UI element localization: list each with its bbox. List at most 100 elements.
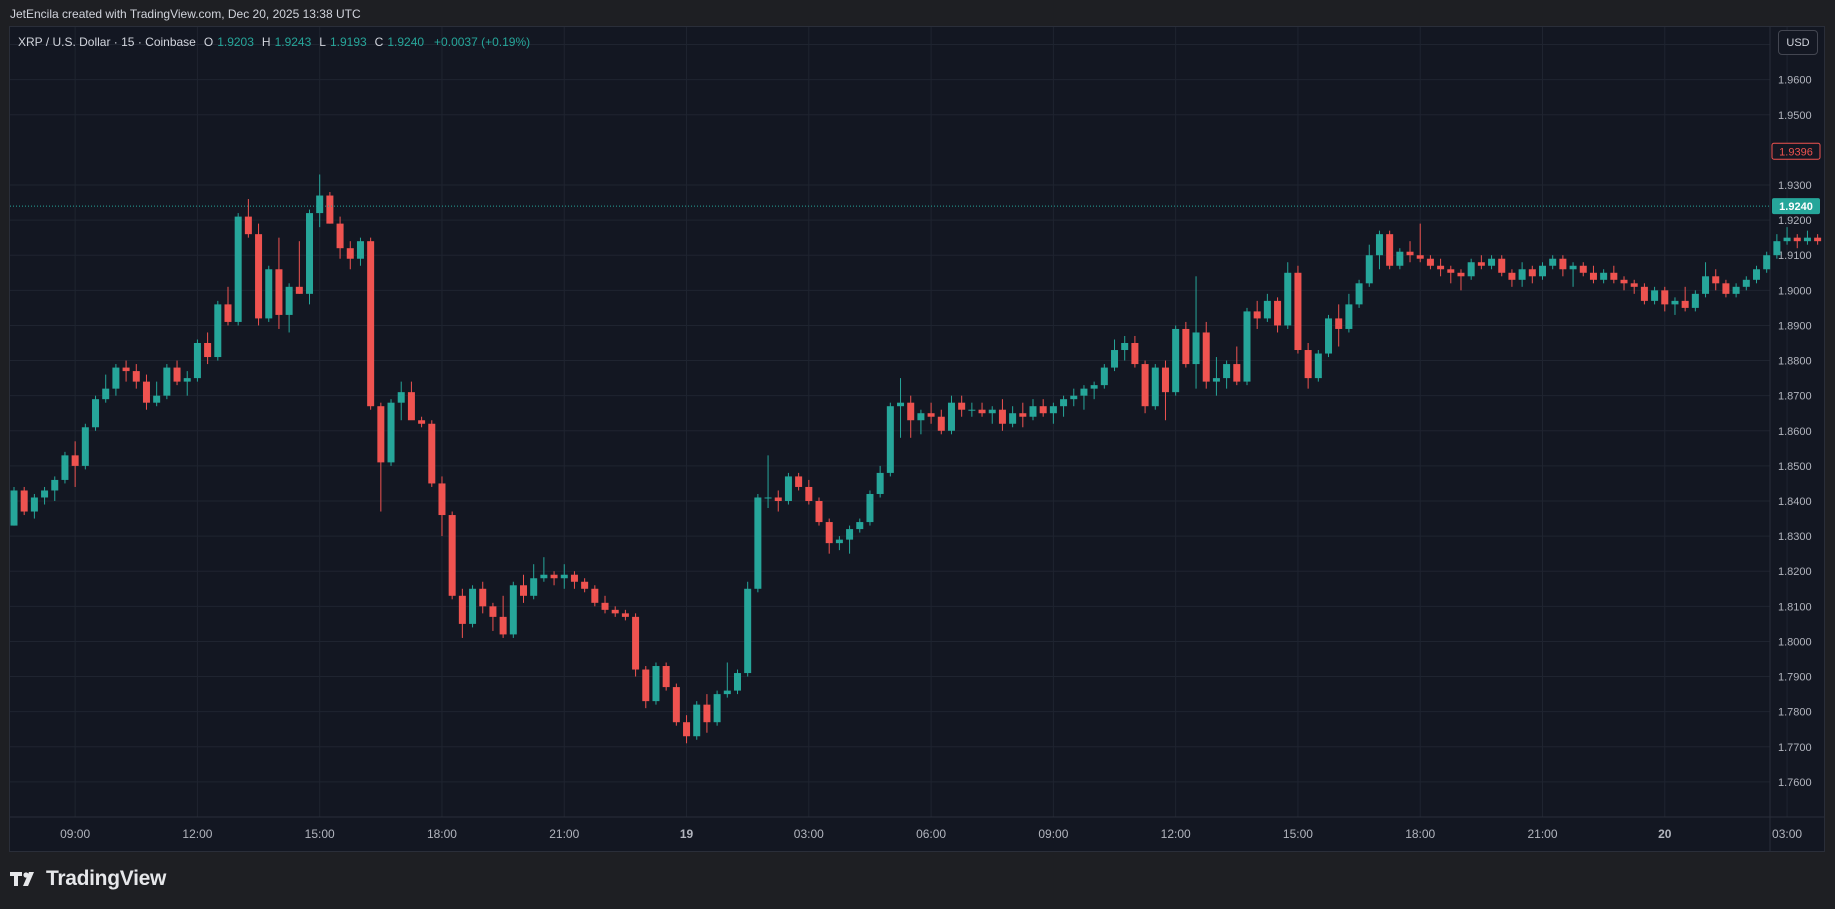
candle-body <box>795 476 803 487</box>
candle-body <box>1060 399 1068 407</box>
currency-button[interactable]: USD <box>1778 30 1818 55</box>
candle-body <box>683 722 691 737</box>
candle-body <box>1742 279 1750 287</box>
candle-body <box>1752 269 1760 280</box>
candle-body <box>509 585 517 635</box>
candle-body <box>937 416 945 431</box>
candle-body <box>1498 258 1506 273</box>
candle-body <box>1447 269 1455 273</box>
candle-body <box>132 371 140 382</box>
time-tick-label: 19 <box>680 827 694 841</box>
candle-body <box>652 666 660 702</box>
candle-body <box>703 704 711 723</box>
candle-body <box>968 409 976 411</box>
candle-body <box>1559 258 1567 270</box>
candle-body <box>1702 276 1710 294</box>
candle-body <box>733 673 741 691</box>
candle-body <box>1508 272 1516 280</box>
candle-body <box>224 304 232 322</box>
candle-body <box>744 588 752 674</box>
candle-body <box>1151 367 1159 407</box>
candle-body <box>540 574 548 579</box>
candle-body <box>397 392 405 403</box>
candle-body <box>1355 283 1363 305</box>
price-tick-label: 1.8500 <box>1778 461 1812 473</box>
candle-body <box>469 588 477 624</box>
candle-body <box>856 522 864 530</box>
time-tick-label: 09:00 <box>1038 827 1068 841</box>
candle-body <box>30 497 38 512</box>
candlestick-chart[interactable]: 1.7600 1.7700 1.7800 1.7900 1.8000 1.8100 1.82… <box>10 27 1824 851</box>
candle-body <box>958 402 966 410</box>
time-tick-label: 12:00 <box>182 827 212 841</box>
candle-body <box>1477 262 1485 266</box>
chart-frame[interactable]: 1.7600 1.7700 1.7800 1.7900 1.8000 1.8100 1.82… <box>9 26 1825 852</box>
candle-body <box>897 402 905 407</box>
candle-body <box>102 388 110 400</box>
candle-body <box>183 378 191 382</box>
price-tick-label: 1.7800 <box>1778 707 1812 719</box>
time-tick-label: 15:00 <box>1283 827 1313 841</box>
candle-body <box>550 574 558 579</box>
candle-body <box>1589 272 1597 280</box>
price-tick-label: 1.9600 <box>1778 75 1812 87</box>
candle-body <box>1314 353 1322 379</box>
time-tick-label: 21:00 <box>549 827 579 841</box>
candle-body <box>316 195 324 214</box>
price-tick-label: 1.8700 <box>1778 391 1812 403</box>
candle-body <box>1029 406 1037 417</box>
candle-body <box>1386 234 1394 266</box>
time-tick-label: 15:00 <box>305 827 335 841</box>
candle-body <box>92 399 100 428</box>
time-tick-label: 03:00 <box>794 827 824 841</box>
open-label: O <box>203 35 214 49</box>
price-tick-label: 1.8800 <box>1778 356 1812 368</box>
candle-body <box>1070 395 1078 400</box>
candle-body <box>295 286 303 294</box>
time-tick-label: 06:00 <box>916 827 946 841</box>
candle-body <box>1131 343 1139 365</box>
candle-body <box>560 574 568 579</box>
candle-body <box>1192 332 1200 365</box>
candle-body <box>387 402 395 463</box>
candle-body <box>805 486 813 501</box>
candle-body <box>448 515 456 596</box>
candle-body <box>1416 255 1424 259</box>
candle-body <box>1579 265 1587 273</box>
candle-body <box>713 694 721 723</box>
time-tick-label: 03:00 <box>1772 827 1802 841</box>
candle-body <box>530 578 538 596</box>
candle-body <box>1681 300 1689 308</box>
price-tick-label: 1.7700 <box>1778 742 1812 754</box>
candle-body <box>122 367 130 372</box>
high-label: H <box>261 35 271 49</box>
candle-body <box>61 455 69 480</box>
candle-body <box>418 420 426 424</box>
candle-body <box>1365 255 1373 284</box>
candle-body <box>581 581 589 589</box>
candle-body <box>1243 311 1251 382</box>
candle-body <box>1111 350 1119 368</box>
candle-body <box>1518 269 1526 280</box>
high-value: 1.9243 <box>274 35 312 49</box>
low-value: 1.9193 <box>329 35 367 49</box>
candle-body <box>693 704 701 737</box>
candle-body <box>1172 328 1180 393</box>
candle-body <box>244 216 252 235</box>
candle-body <box>1467 262 1475 277</box>
candle-body <box>662 666 670 688</box>
candle-body <box>1722 283 1730 294</box>
candle-body <box>377 406 385 463</box>
candle-body <box>1253 311 1261 319</box>
low-label: L <box>319 35 326 49</box>
candle-body <box>1233 364 1241 382</box>
candle-body <box>642 669 650 702</box>
candle-body <box>1661 290 1669 305</box>
time-tick-label: 12:00 <box>1161 827 1191 841</box>
candle-body <box>1549 258 1557 266</box>
last-price-label: 1.9240 <box>1779 201 1813 213</box>
price-tick-label: 1.9500 <box>1778 110 1812 122</box>
brand-name: TradingView <box>46 867 167 890</box>
candle-body <box>255 234 263 319</box>
price-tick-label: 1.9300 <box>1778 180 1812 192</box>
